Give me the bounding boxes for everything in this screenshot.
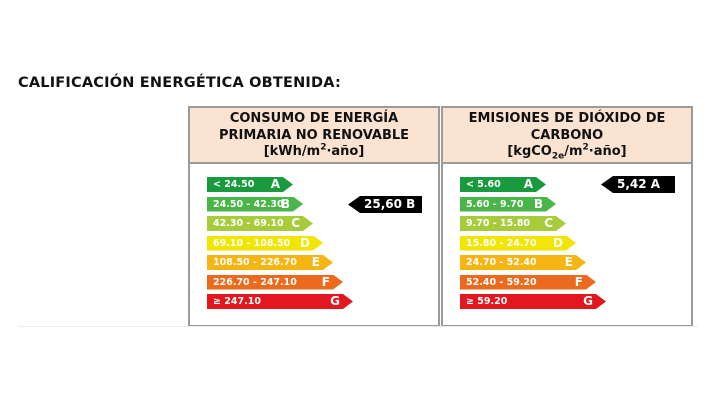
rating-range: 15.80 - 24.70	[466, 237, 537, 249]
rating-bar-f: 226.70 - 247.10 F	[207, 275, 343, 290]
rating-bar-g: ≥ 59.20 G	[460, 294, 606, 309]
energy-consumption-header: CONSUMO DE ENERGÍA PRIMARIA NO RENOVABLE…	[190, 108, 438, 164]
rating-bar-c: 9.70 - 15.80 C	[460, 216, 566, 231]
header-line-2: PRIMARIA NO RENOVABLE	[218, 127, 410, 143]
rating-letter: A	[270, 177, 280, 191]
rating-bar-e: 24.70 - 52.40 E	[460, 255, 586, 270]
rating-bar-f: 52.40 - 59.20 F	[460, 275, 596, 290]
rating-bar-b: 24.50 - 42.30 B	[207, 197, 303, 212]
rating-letter: D	[553, 235, 563, 250]
rating-range: < 24.50	[213, 179, 255, 190]
co2-emissions-panel: EMISIONES DE DIÓXIDO DE CARBONO [kgCO2e/…	[441, 106, 693, 327]
co2-result-indicator: 5,42 A	[601, 176, 675, 193]
co2-emissions-header: EMISIONES DE DIÓXIDO DE CARBONO [kgCO2e/…	[443, 108, 691, 164]
rating-letter: F	[321, 274, 330, 289]
rating-letter: C	[291, 216, 300, 230]
rating-range: 5.60 - 9.70	[466, 198, 524, 210]
rating-range: 24.70 - 52.40	[466, 257, 537, 268]
rating-range: < 5.60	[466, 179, 501, 190]
rating-letter: C	[544, 216, 553, 230]
header-line-1: CONSUMO DE ENERGÍA	[229, 111, 399, 126]
rating-bar-b: 5.60 - 9.70 B	[460, 197, 556, 212]
rating-letter: B	[280, 196, 290, 211]
rating-range: 226.70 - 247.10	[213, 276, 297, 288]
rating-bar-a: < 5.60 A	[460, 177, 546, 192]
rating-letter: D	[300, 235, 310, 250]
rating-range: 42.30 - 69.10	[213, 218, 284, 229]
rating-letter: G	[583, 294, 593, 308]
rating-range: 69.10 - 108.50	[213, 237, 291, 249]
header-line-1: EMISIONES DE DIÓXIDO DE	[468, 111, 666, 126]
rating-bar-d: 69.10 - 108.50 D	[207, 236, 323, 251]
rating-letter: E	[564, 255, 573, 269]
energy-result-indicator: 25,60 B	[348, 196, 422, 213]
rating-range: 108.50 - 226.70	[213, 257, 297, 268]
rating-bar-a: < 24.50 A	[207, 177, 293, 192]
rating-bar-e: 108.50 - 226.70 E	[207, 255, 333, 270]
rating-range: ≥ 59.20	[466, 296, 508, 307]
divider	[18, 326, 698, 327]
rating-letter: B	[533, 196, 543, 211]
rating-range: 52.40 - 59.20	[466, 276, 537, 288]
rating-letter: F	[574, 274, 583, 289]
rating-bar-c: 42.30 - 69.10 C	[207, 216, 313, 231]
unit-label: [kgCO2e/m2·año]	[507, 142, 627, 162]
rating-range: 24.50 - 42.30	[213, 198, 284, 210]
rating-letter: A	[523, 177, 533, 191]
rating-letter: E	[311, 255, 320, 269]
header-line-2: CARBONO	[530, 127, 604, 143]
rating-range: 9.70 - 15.80	[466, 218, 531, 229]
page-title: CALIFICACIÓN ENERGÉTICA OBTENIDA:	[18, 75, 341, 91]
rating-bar-d: 15.80 - 24.70 D	[460, 236, 576, 251]
rating-bar-g: ≥ 247.10 G	[207, 294, 353, 309]
unit-label: [kWh/m2·año]	[263, 142, 365, 159]
rating-range: ≥ 247.10	[213, 296, 261, 307]
rating-letter: G	[330, 294, 340, 308]
energy-consumption-panel: CONSUMO DE ENERGÍA PRIMARIA NO RENOVABLE…	[188, 106, 440, 327]
